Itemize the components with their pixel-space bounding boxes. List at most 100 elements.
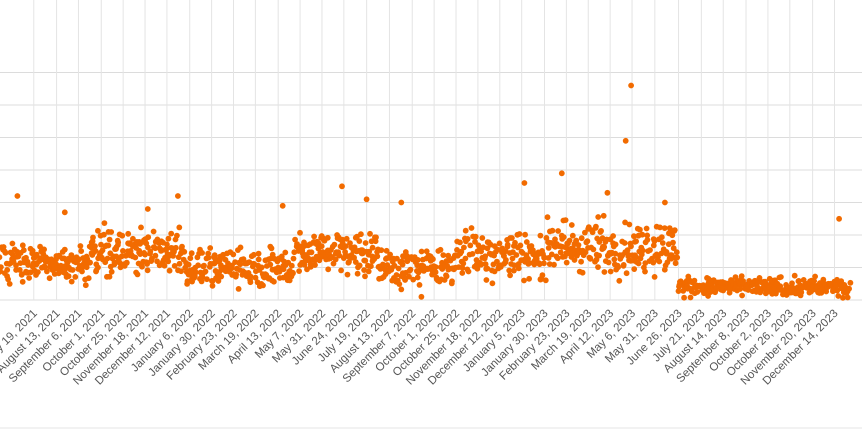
data-point [237, 244, 244, 251]
data-point [836, 215, 842, 222]
data-point [235, 286, 242, 292]
data-point [515, 265, 522, 272]
data-point [378, 247, 385, 254]
data-point [496, 240, 503, 247]
data-point [449, 278, 455, 285]
data-point [362, 240, 369, 246]
data-point [0, 244, 7, 250]
data-point [620, 262, 627, 268]
data-point [812, 273, 818, 280]
data-point [33, 251, 40, 258]
data-point [92, 248, 99, 254]
data-point [111, 261, 118, 268]
data-point [578, 258, 584, 265]
data-point [659, 240, 666, 246]
data-point [545, 245, 552, 251]
data-point [835, 293, 842, 299]
data-point [95, 264, 101, 271]
data-point [101, 220, 108, 227]
data-point [363, 196, 370, 203]
data-point [483, 277, 490, 283]
data-point [308, 249, 315, 256]
data-point [144, 261, 151, 267]
data-point [568, 222, 575, 228]
data-point [240, 256, 247, 263]
data-point [582, 249, 589, 256]
data-point [612, 241, 619, 248]
data-point [237, 261, 244, 268]
data-point [671, 227, 678, 234]
data-point [395, 265, 402, 272]
data-point [98, 241, 104, 248]
data-point [373, 234, 379, 241]
data-point [811, 278, 817, 284]
data-point [82, 282, 89, 289]
data-point [232, 273, 239, 280]
data-point [600, 212, 607, 219]
data-point [396, 281, 403, 287]
data-point [544, 214, 551, 221]
data-point [61, 209, 68, 216]
data-point [506, 267, 513, 274]
data-point [639, 247, 646, 254]
data-point [484, 265, 491, 272]
data-point [368, 263, 374, 270]
data-point [0, 264, 4, 270]
data-point [388, 266, 395, 273]
data-point [511, 267, 517, 274]
data-point [461, 244, 467, 251]
data-point [268, 245, 275, 252]
data-point [589, 229, 596, 236]
data-point [125, 230, 132, 237]
data-point [562, 217, 569, 224]
data-point [166, 267, 173, 274]
data-point [271, 278, 277, 285]
data-point [430, 256, 436, 263]
data-point [416, 282, 423, 288]
data-point [175, 193, 181, 199]
data-point [795, 278, 802, 284]
data-point [20, 247, 27, 254]
data-point [255, 250, 262, 257]
data-point [338, 267, 344, 274]
data-point [85, 275, 92, 282]
data-point [531, 261, 538, 268]
data-point [318, 243, 325, 250]
data-point [522, 231, 528, 238]
data-point [516, 231, 523, 237]
data-point [247, 273, 254, 280]
data-point [290, 270, 296, 277]
data-point [19, 242, 26, 249]
data-point [670, 245, 677, 252]
data-point [623, 270, 630, 277]
data-point [605, 259, 612, 266]
data-points [0, 82, 854, 301]
data-point [622, 137, 629, 144]
data-point [526, 275, 532, 282]
data-point [643, 225, 650, 232]
data-point [195, 262, 202, 269]
data-point [356, 262, 363, 269]
data-point [601, 244, 608, 250]
data-point [188, 250, 195, 257]
data-point [260, 282, 266, 289]
data-point [176, 224, 183, 231]
data-point [278, 253, 285, 260]
data-point [205, 250, 212, 257]
data-point [181, 248, 188, 255]
data-point [204, 276, 210, 283]
data-point [624, 247, 631, 254]
data-point [292, 236, 298, 243]
data-point [147, 248, 154, 255]
data-point [44, 268, 50, 275]
data-point [628, 243, 634, 250]
data-point [78, 248, 85, 255]
data-point [123, 259, 130, 266]
data-point [61, 246, 68, 253]
data-point [626, 221, 633, 228]
data-point [513, 252, 520, 258]
data-point [512, 239, 518, 246]
data-point [296, 268, 302, 274]
data-point [106, 273, 113, 280]
data-point [362, 257, 369, 264]
